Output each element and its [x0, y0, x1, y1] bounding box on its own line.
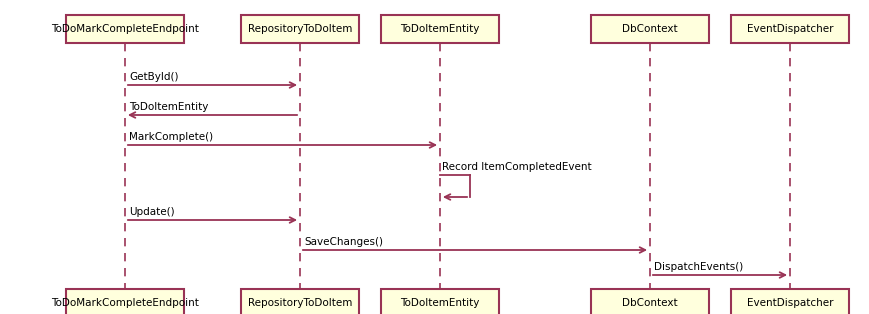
Text: DbContext: DbContext: [621, 298, 677, 308]
Bar: [66, 15, 183, 43]
Bar: [590, 289, 708, 314]
Text: RepositoryToDoItem: RepositoryToDoItem: [248, 298, 352, 308]
Text: EventDispatcher: EventDispatcher: [746, 298, 833, 308]
Text: ToDoMarkCompleteEndpoint: ToDoMarkCompleteEndpoint: [51, 24, 199, 34]
Bar: [381, 15, 499, 43]
Bar: [381, 289, 499, 314]
Bar: [241, 15, 359, 43]
Text: GetById(): GetById(): [129, 72, 178, 82]
Text: MarkComplete(): MarkComplete(): [129, 132, 213, 142]
Text: Record ItemCompletedEvent: Record ItemCompletedEvent: [441, 162, 591, 172]
Text: ToDoMarkCompleteEndpoint: ToDoMarkCompleteEndpoint: [51, 298, 199, 308]
Text: Update(): Update(): [129, 207, 175, 217]
Text: RepositoryToDoItem: RepositoryToDoItem: [248, 24, 352, 34]
Bar: [730, 15, 848, 43]
Text: ToDoItemEntity: ToDoItemEntity: [400, 24, 479, 34]
Text: EventDispatcher: EventDispatcher: [746, 24, 833, 34]
Bar: [241, 289, 359, 314]
Text: ToDoItemEntity: ToDoItemEntity: [129, 102, 209, 112]
Text: ToDoItemEntity: ToDoItemEntity: [400, 298, 479, 308]
Text: SaveChanges(): SaveChanges(): [303, 237, 382, 247]
Bar: [66, 289, 183, 314]
Text: DbContext: DbContext: [621, 24, 677, 34]
Text: DispatchEvents(): DispatchEvents(): [653, 262, 742, 272]
Bar: [730, 289, 848, 314]
Bar: [590, 15, 708, 43]
